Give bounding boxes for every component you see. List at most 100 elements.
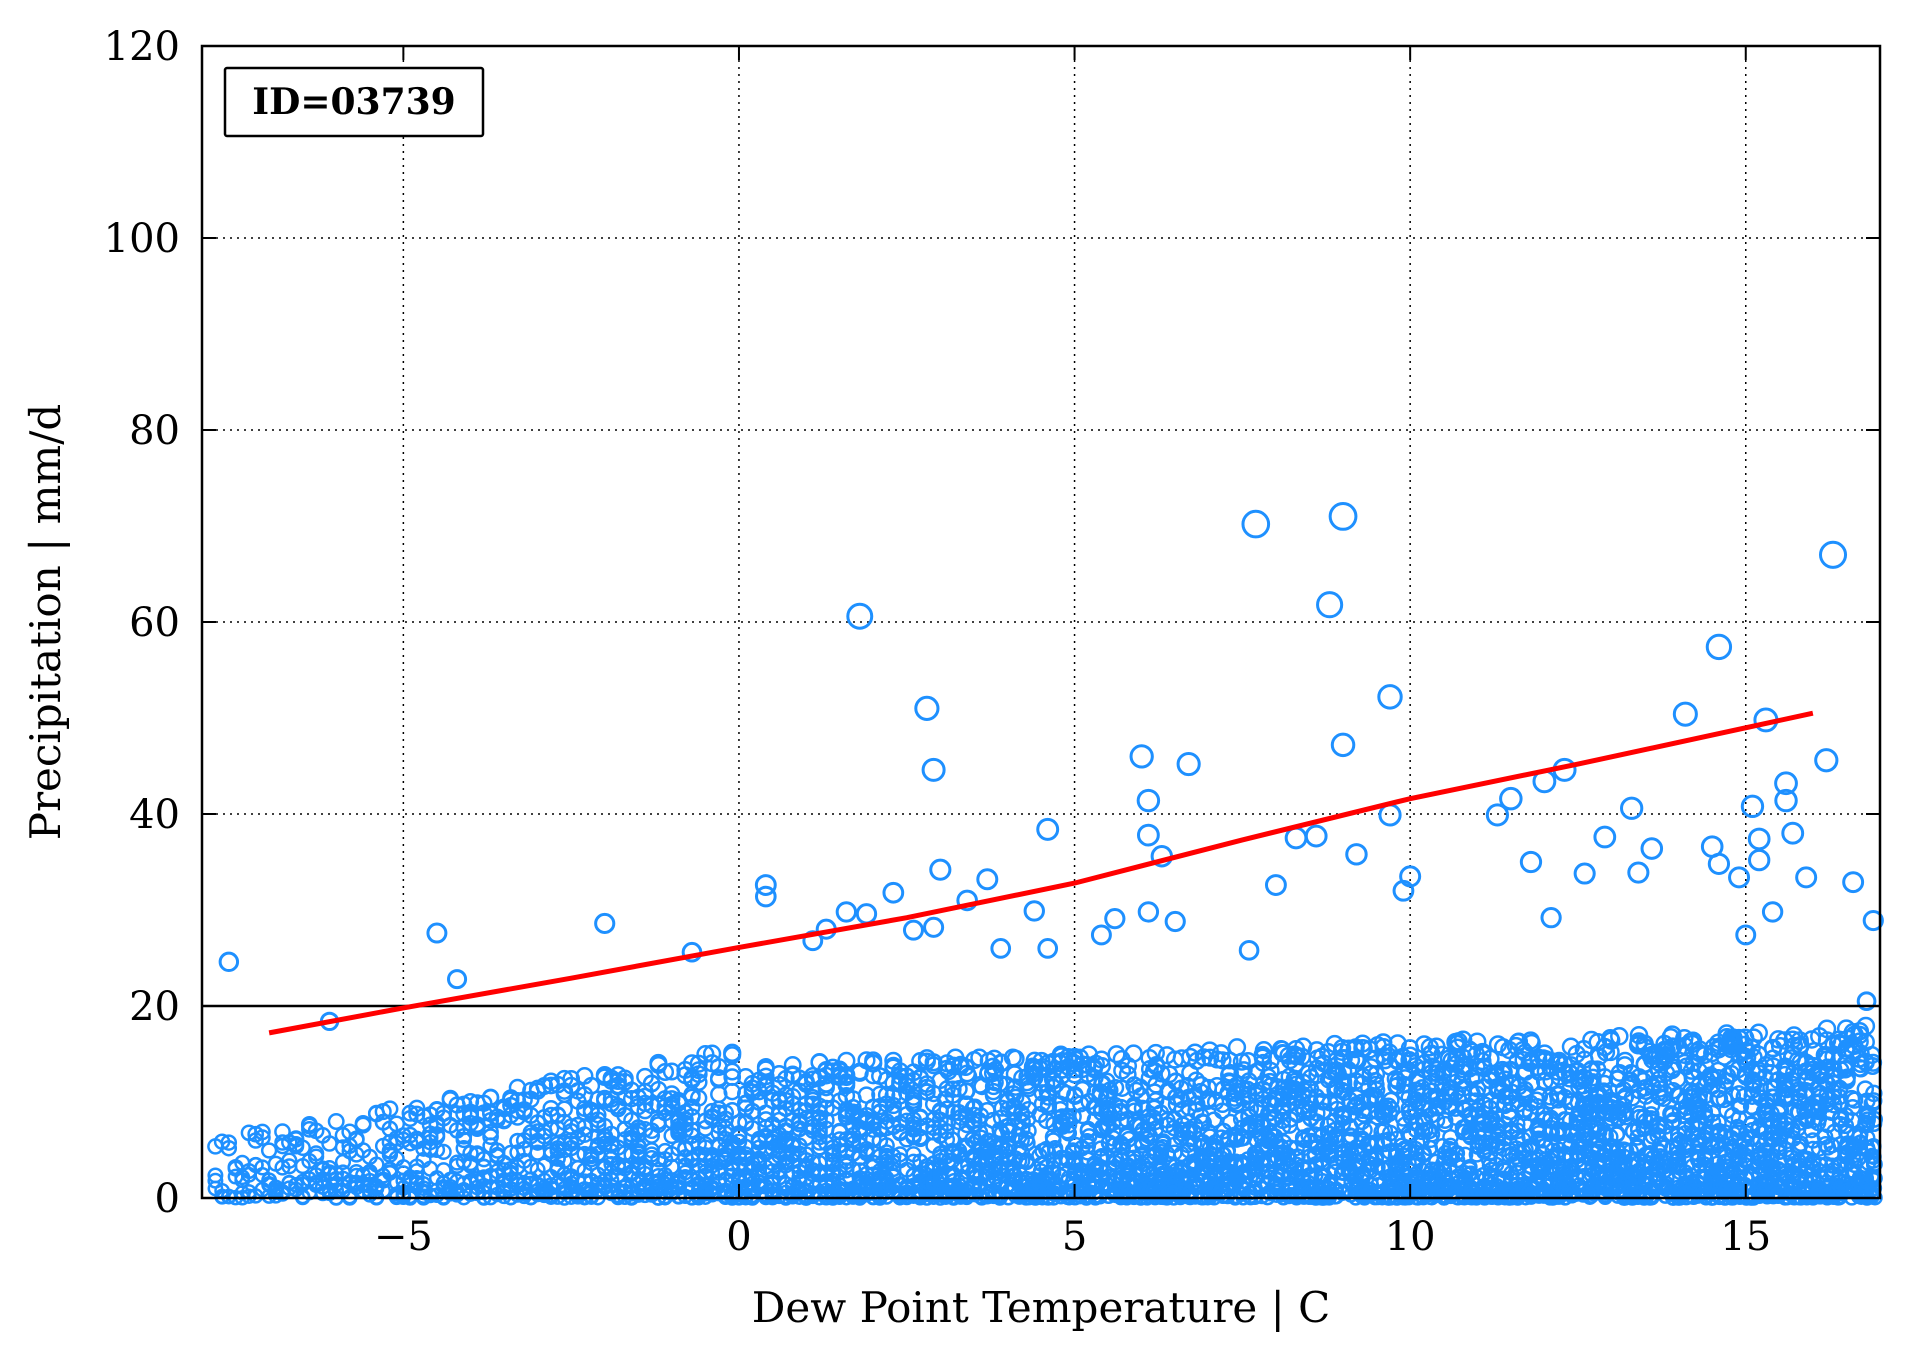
data-point	[294, 1139, 311, 1157]
data-point	[1137, 901, 1160, 923]
y-tick-label: 100	[104, 216, 180, 262]
data-point	[287, 1137, 305, 1155]
data-point	[1640, 837, 1664, 860]
data-point	[1373, 1033, 1393, 1052]
data-points	[218, 502, 1884, 1032]
data-point	[1744, 1028, 1763, 1047]
data-point	[1407, 1150, 1424, 1167]
data-point	[381, 1100, 399, 1118]
data-point	[914, 695, 940, 721]
data-point	[1622, 1064, 1641, 1082]
data-point	[956, 889, 978, 912]
data-point	[1608, 1126, 1626, 1144]
data-point	[1736, 1178, 1752, 1195]
data-point	[1705, 633, 1733, 661]
data-point	[1664, 1058, 1683, 1077]
data-point	[1844, 1098, 1862, 1117]
data-point	[1033, 1057, 1052, 1076]
data-point	[1593, 825, 1617, 849]
data-point	[1124, 1044, 1143, 1063]
data-point	[1473, 1052, 1492, 1071]
data-point	[1152, 1064, 1171, 1083]
data-point	[1627, 861, 1650, 884]
data-point	[1817, 1019, 1837, 1039]
data-point	[1241, 509, 1271, 539]
data-point	[754, 874, 777, 896]
data-point	[327, 1113, 345, 1130]
data-point	[1106, 1078, 1125, 1097]
data-point	[482, 1128, 499, 1145]
data-point	[1815, 1045, 1834, 1065]
data-point	[542, 1120, 560, 1138]
x-tick-label: −5	[374, 1214, 433, 1260]
data-point	[1842, 871, 1865, 894]
data-point	[1129, 744, 1154, 769]
data-point	[1423, 1125, 1441, 1143]
data-point	[723, 1043, 742, 1062]
data-point	[844, 1135, 862, 1153]
data-point	[1761, 901, 1784, 923]
x-tick-label: 5	[1062, 1214, 1087, 1260]
low-precipitation-points	[207, 1016, 1884, 1206]
data-point	[690, 1089, 708, 1107]
data-point	[1039, 1098, 1058, 1116]
data-point	[1011, 1152, 1028, 1169]
data-point	[220, 1134, 238, 1151]
data-point	[1232, 1052, 1251, 1071]
data-point	[1838, 1068, 1856, 1087]
data-point	[361, 1178, 378, 1194]
data-point	[1003, 1048, 1022, 1067]
y-tick-label: 120	[104, 24, 180, 70]
data-point	[368, 1156, 385, 1173]
data-point	[1380, 1131, 1397, 1149]
data-point	[683, 1088, 701, 1106]
data-point	[556, 1152, 573, 1169]
data-point	[426, 922, 448, 944]
y-axis-label: Precipitation | mm/d	[21, 404, 70, 841]
data-point	[1345, 843, 1368, 866]
data-point	[846, 602, 874, 630]
data-point	[817, 1078, 835, 1097]
data-point	[1104, 908, 1126, 930]
data-point	[1448, 1146, 1465, 1163]
data-point	[990, 1074, 1009, 1093]
data-point	[959, 1067, 978, 1086]
data-point	[1377, 684, 1403, 710]
data-point	[1728, 866, 1751, 889]
data-point	[923, 916, 945, 938]
data-point	[1846, 1091, 1864, 1109]
data-point	[1201, 1048, 1220, 1067]
data-point	[455, 1131, 473, 1149]
data-point	[1748, 848, 1771, 872]
x-tick-label: 15	[1720, 1214, 1771, 1260]
data-point	[1814, 748, 1839, 773]
data-point	[643, 1096, 661, 1115]
data-point	[1453, 1030, 1473, 1050]
data-point	[835, 901, 858, 923]
data-point	[978, 1149, 995, 1166]
data-point	[1581, 1061, 1600, 1080]
data-point	[1366, 1075, 1385, 1094]
data-point	[656, 1063, 675, 1081]
data-point	[1747, 827, 1771, 851]
y-tick-label: 60	[129, 600, 180, 646]
data-point	[1573, 862, 1596, 885]
data-point	[1735, 924, 1757, 946]
data-point	[1147, 1120, 1165, 1138]
data-point	[1481, 1049, 1500, 1068]
data-point	[837, 1051, 856, 1070]
data-point	[1316, 591, 1344, 619]
data-point	[1064, 1108, 1082, 1126]
data-point	[1420, 1122, 1437, 1140]
data-point	[254, 1129, 271, 1146]
data-point	[730, 1114, 748, 1132]
data-point	[1818, 540, 1848, 569]
data-point	[929, 858, 952, 881]
data-point	[1672, 701, 1698, 727]
data-point	[1176, 752, 1201, 777]
data-point	[754, 885, 777, 908]
data-point	[882, 881, 905, 904]
data-point	[1709, 1124, 1726, 1142]
data-point	[1749, 1023, 1768, 1043]
data-point	[1260, 1151, 1277, 1168]
